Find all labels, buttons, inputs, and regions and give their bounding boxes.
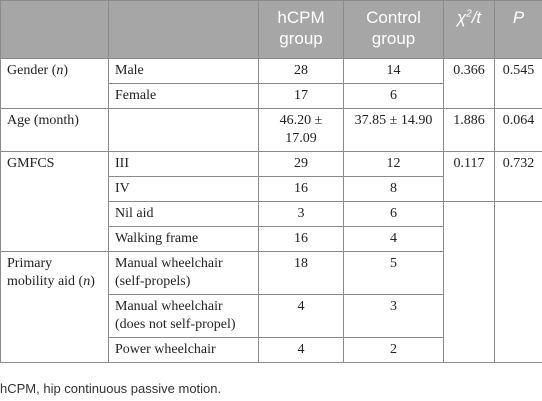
cell-empty-p (494, 201, 542, 363)
cell-walking-frame-hcpm: 16 (258, 226, 344, 252)
header-chi-sup: 2 (466, 8, 472, 20)
cell-age-control: 37.85 ± 14.90 (343, 108, 444, 152)
row-sub-manual-self-propels: Manual wheelchair (self-propels) (108, 251, 259, 295)
cell-manual-not-hcpm: 4 (258, 294, 344, 338)
cell-empty-chi (443, 201, 495, 363)
demographics-table: hCPM group Control group χ2/t P Gender (… (0, 0, 542, 363)
header-chi-square-t: χ2/t (443, 0, 495, 59)
row-label-gender-text: Gender (n) (7, 63, 69, 78)
table-header-row: hCPM group Control group χ2/t P (0, 0, 542, 59)
header-p-value: P (494, 0, 542, 59)
table-row: Gender (n) Male 28 14 0.366 0.545 (0, 58, 542, 109)
row-sub-power-wheelchair: Power wheelchair (108, 337, 259, 363)
table-footnote: hCPM, hip continuous passive motion. (0, 381, 222, 396)
table-row: Female 17 6 (1, 83, 542, 109)
cell-gender-chi: 0.366 (443, 58, 495, 109)
cell-nil-aid-hcpm: 3 (258, 201, 344, 227)
header-empty-1 (0, 0, 109, 59)
row-sub-age-empty (108, 108, 259, 152)
cell-age-chi: 1.886 (443, 108, 495, 152)
table-row: Power wheelchair 4 2 (1, 337, 542, 363)
header-hcpm-group: hCPM group (258, 0, 344, 59)
row-label-gender: Gender (n) (0, 58, 109, 109)
row-sub-gmfcs-iv: IV (108, 176, 259, 202)
cell-power-control: 2 (343, 337, 444, 363)
table-row: Nil aid 3 6 (1, 201, 542, 363)
row-sub-manual-not-self-propel: Manual wheelchair (does not self-propel) (108, 294, 259, 338)
cell-walking-frame-control: 4 (343, 226, 444, 252)
cell-gmfcs-p: 0.732 (494, 151, 542, 202)
header-empty-2 (108, 0, 259, 59)
header-control-group: Control group (343, 0, 444, 59)
header-control-line1: Control (366, 8, 421, 27)
row-sub-female: Female (108, 83, 259, 109)
cell-gmfcs-iv-control: 8 (343, 176, 444, 202)
row-sub-male: Male (108, 58, 259, 84)
row-sub-nil-aid: Nil aid (108, 201, 259, 227)
cell-age-p: 0.064 (494, 108, 542, 152)
cell-female-hcpm: 17 (258, 83, 344, 109)
cell-gmfcs-iii-control: 12 (343, 151, 444, 177)
cell-female-control: 6 (343, 83, 444, 109)
table-row: IV 16 8 (1, 176, 542, 202)
row-label-primary-mobility-aid: Primary mobility aid (n) (0, 251, 109, 363)
cell-male-control: 14 (343, 58, 444, 84)
row-label-age: Age (month) (0, 108, 109, 152)
header-hcpm-line1: hCPM (277, 8, 325, 27)
cell-manual-not-control: 3 (343, 294, 444, 338)
cell-power-hcpm: 4 (258, 337, 344, 363)
row-label-gmfcs: GMFCS (0, 151, 109, 252)
cell-manual-self-control: 5 (343, 251, 444, 295)
cell-male-hcpm: 28 (258, 58, 344, 84)
header-hcpm-line2: group (279, 29, 323, 48)
header-control-line2: group (371, 29, 416, 48)
table-row: Manual wheelchair (does not self-propel)… (1, 294, 542, 338)
table-row: Age (month) 46.20 ± 17.09 37.85 ± 14.90 … (0, 108, 542, 152)
cell-gender-p: 0.545 (494, 58, 542, 109)
cell-gmfcs-chi: 0.117 (443, 151, 495, 202)
cell-nil-aid-control: 6 (343, 201, 444, 227)
table-row: GMFCS III 29 12 0.117 0.732 (0, 151, 542, 252)
header-chi-base: χ (456, 8, 467, 27)
cell-gmfcs-iii-hcpm: 29 (258, 151, 344, 177)
cell-age-hcpm: 46.20 ± 17.09 (258, 108, 344, 152)
row-sub-walking-frame: Walking frame (108, 226, 259, 252)
cell-gmfcs-iv-hcpm: 16 (258, 176, 344, 202)
cell-manual-self-hcpm: 18 (258, 251, 344, 295)
row-sub-gmfcs-iii: III (108, 151, 259, 177)
header-chi-rest: /t (471, 8, 482, 27)
table-row: Walking frame 16 4 (1, 226, 542, 252)
